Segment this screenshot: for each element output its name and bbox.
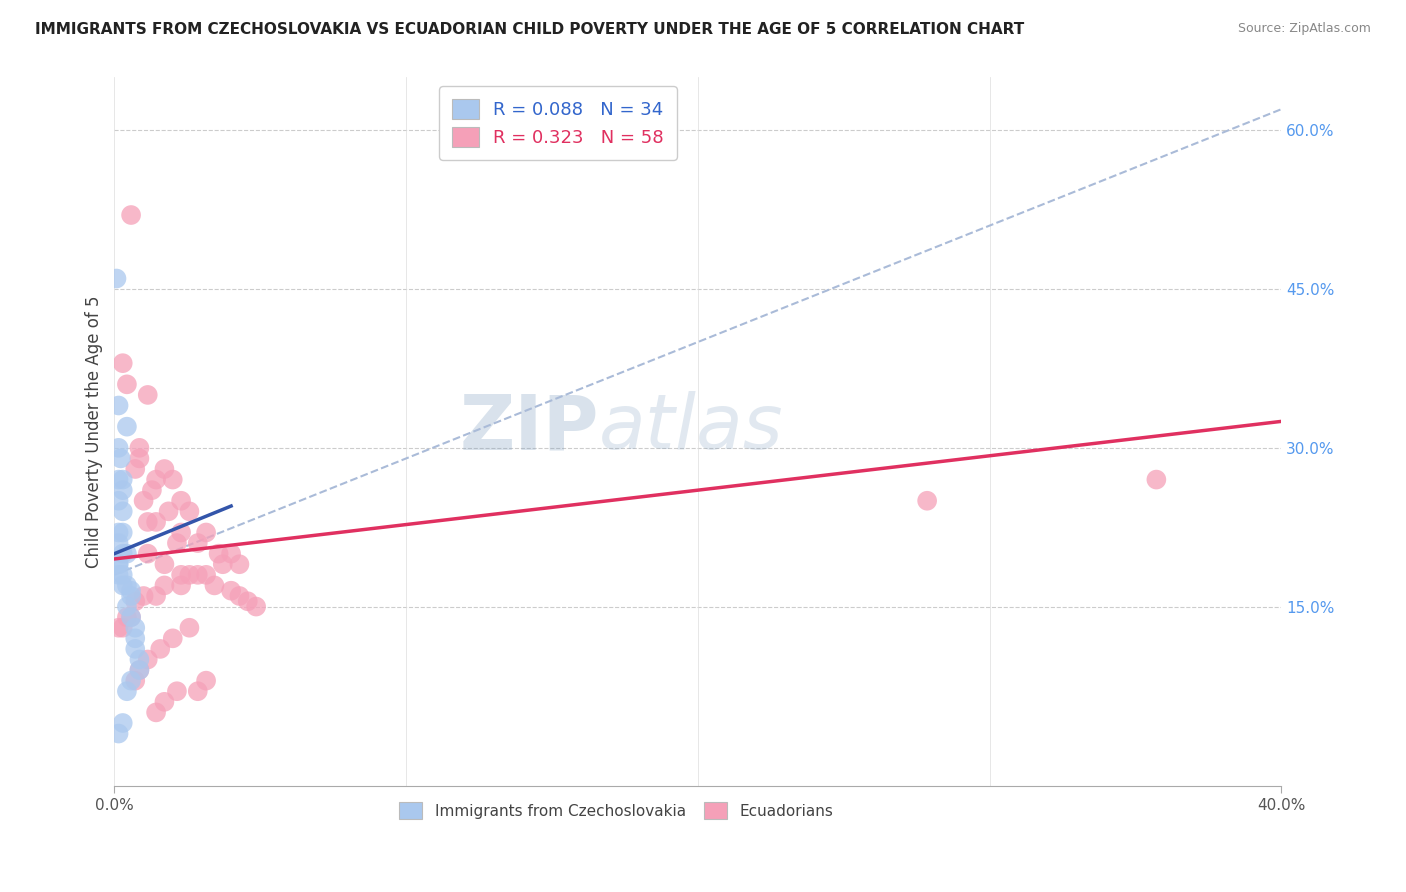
Point [128,663,150,677]
Point [187,536,209,550]
Point [115,599,138,614]
Point [136,547,159,561]
Point [219,547,242,561]
Point [170,525,193,540]
Point [111,621,134,635]
Point [124,594,146,608]
Point [111,525,134,540]
Point [124,673,146,688]
Point [170,567,193,582]
Point [107,621,129,635]
Point [115,377,138,392]
Point [153,578,176,592]
Point [107,473,129,487]
Point [228,589,250,603]
Y-axis label: Child Poverty Under the Age of 5: Child Poverty Under the Age of 5 [86,296,103,568]
Point [111,483,134,498]
Point [111,547,134,561]
Point [195,673,218,688]
Point [179,567,201,582]
Point [128,441,150,455]
Point [166,536,188,550]
Point [204,578,226,592]
Point [107,567,129,582]
Point [179,621,201,635]
Point [120,673,142,688]
Point [124,462,146,476]
Point [107,493,129,508]
Point [157,504,180,518]
Point [115,419,138,434]
Point [162,632,184,646]
Point [145,589,167,603]
Point [211,558,233,572]
Point [149,641,172,656]
Point [145,473,167,487]
Point [107,536,129,550]
Text: ZIP: ZIP [460,392,599,466]
Point [105,271,128,285]
Text: atlas: atlas [599,392,783,466]
Point [1144,473,1167,487]
Point [107,399,129,413]
Point [115,547,138,561]
Point [115,578,138,592]
Point [170,578,193,592]
Point [115,610,138,624]
Point [111,716,134,731]
Point [195,567,218,582]
Point [170,493,193,508]
Point [153,695,176,709]
Point [107,726,129,740]
Text: IMMIGRANTS FROM CZECHOSLOVAKIA VS ECUADORIAN CHILD POVERTY UNDER THE AGE OF 5 CO: IMMIGRANTS FROM CZECHOSLOVAKIA VS ECUADO… [35,22,1025,37]
Point [219,583,242,598]
Point [111,504,134,518]
Point [153,462,176,476]
Point [124,632,146,646]
Point [245,599,267,614]
Point [111,473,134,487]
Point [111,578,134,592]
Legend: Immigrants from Czechoslovakia, Ecuadorians: Immigrants from Czechoslovakia, Ecuadori… [394,796,839,825]
Point [166,684,188,698]
Point [120,610,142,624]
Point [915,493,938,508]
Point [162,473,184,487]
Point [110,451,132,466]
Point [120,583,142,598]
Point [111,567,134,582]
Point [136,652,159,666]
Point [132,589,155,603]
Point [132,493,155,508]
Point [228,558,250,572]
Point [136,388,159,402]
Point [128,663,150,677]
Point [153,558,176,572]
Point [107,558,129,572]
Point [120,589,142,603]
Point [107,525,129,540]
Point [124,641,146,656]
Point [195,525,218,540]
Point [207,547,229,561]
Point [120,610,142,624]
Point [145,706,167,720]
Point [145,515,167,529]
Point [128,652,150,666]
Point [187,684,209,698]
Point [107,441,129,455]
Point [136,515,159,529]
Point [107,558,129,572]
Point [124,621,146,635]
Point [187,567,209,582]
Point [141,483,163,498]
Point [236,594,259,608]
Text: Source: ZipAtlas.com: Source: ZipAtlas.com [1237,22,1371,36]
Point [111,356,134,370]
Point [120,208,142,222]
Point [115,684,138,698]
Point [128,451,150,466]
Point [179,504,201,518]
